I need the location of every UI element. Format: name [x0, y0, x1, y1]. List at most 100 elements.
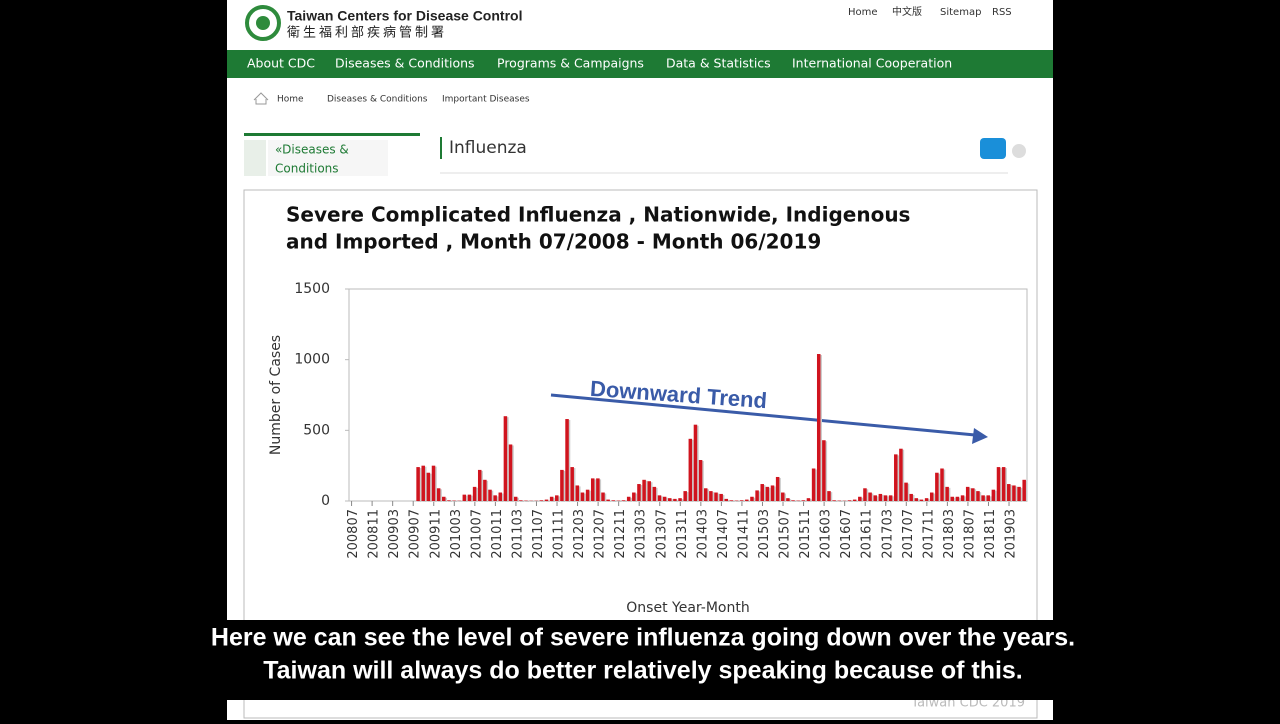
bar	[647, 481, 651, 501]
bar	[740, 500, 744, 501]
bar	[694, 425, 698, 501]
x-tick-label: 201903	[1004, 509, 1019, 559]
bar	[945, 487, 949, 501]
x-tick-label: 201007	[469, 509, 484, 559]
nav-item[interactable]: Data & Statistics	[666, 56, 771, 71]
y-tick-label: 500	[303, 422, 330, 438]
bar	[653, 487, 657, 501]
x-tick-label: 201603	[819, 509, 834, 559]
bar	[483, 480, 487, 501]
bar	[776, 477, 780, 501]
top-link[interactable]: RSS	[992, 7, 1012, 18]
bar	[858, 497, 862, 501]
x-tick-label: 200907	[408, 509, 423, 559]
bar	[781, 493, 785, 501]
bar	[889, 495, 893, 501]
bar	[827, 491, 831, 501]
x-tick-label: 201011	[490, 509, 505, 559]
bar	[673, 499, 677, 501]
x-tick-label: 201003	[449, 509, 464, 559]
nav-item[interactable]: Diseases & Conditions	[335, 56, 475, 71]
breadcrumb[interactable]: Diseases & Conditions	[327, 95, 428, 105]
bar-shadow	[792, 501, 796, 502]
bar	[802, 500, 806, 501]
bar	[986, 495, 990, 501]
bar	[807, 498, 811, 501]
y-tick-label: 1000	[294, 352, 330, 368]
chat-icon[interactable]	[980, 138, 1006, 159]
bar	[421, 466, 425, 501]
breadcrumb[interactable]: Important Diseases	[442, 95, 530, 105]
bar	[1022, 480, 1026, 501]
bar	[935, 473, 939, 501]
sidebar-title[interactable]: Conditions	[275, 162, 339, 176]
bar	[904, 483, 908, 501]
x-tick-label: 201307	[654, 509, 669, 559]
bar	[812, 468, 816, 501]
x-tick-label: 200903	[387, 509, 402, 559]
sidebar-toggle[interactable]	[244, 140, 266, 176]
bar	[591, 478, 595, 501]
bar	[678, 498, 682, 501]
bar	[468, 495, 472, 501]
back-icon[interactable]	[1012, 144, 1026, 158]
bar	[709, 491, 713, 501]
x-tick-label: 201811	[983, 509, 998, 559]
bar	[976, 491, 980, 501]
x-tick-label: 201403	[695, 509, 710, 559]
bar	[786, 498, 790, 501]
bar	[873, 495, 877, 501]
bar	[622, 500, 626, 501]
bar	[540, 500, 544, 501]
bar	[961, 495, 965, 501]
nav-item[interactable]: International Cooperation	[792, 56, 952, 71]
bar	[884, 495, 888, 501]
chart-title: and Imported , Month 07/2008 - Month 06/…	[286, 230, 821, 254]
top-link[interactable]: Sitemap	[940, 7, 981, 18]
logo-center	[256, 16, 270, 30]
bar	[832, 500, 836, 501]
bar	[817, 354, 821, 501]
bar	[637, 484, 641, 501]
bar	[719, 494, 723, 501]
bar	[601, 493, 605, 501]
bar	[545, 500, 549, 501]
bar	[966, 487, 970, 501]
bar-shadow	[520, 501, 524, 502]
x-tick-label: 201707	[901, 509, 916, 559]
y-axis-label: Number of Cases	[268, 335, 284, 455]
bar	[1017, 487, 1021, 501]
chart-title: Severe Complicated Influenza , Nationwid…	[286, 203, 910, 227]
x-tick-label: 201107	[531, 509, 546, 559]
bar	[725, 499, 729, 501]
nav-item[interactable]: About CDC	[247, 56, 315, 71]
sidebar-title[interactable]: «Diseases &	[275, 143, 349, 157]
bar	[642, 480, 646, 501]
bar	[704, 488, 708, 501]
bar	[1007, 484, 1011, 501]
x-tick-label: 201611	[860, 509, 875, 559]
bar	[951, 497, 955, 501]
top-link[interactable]: 中文版	[892, 5, 922, 18]
top-link[interactable]: Home	[848, 7, 878, 18]
breadcrumb[interactable]: Home	[277, 95, 304, 105]
bar	[509, 444, 512, 501]
bar	[586, 490, 590, 501]
bar	[1002, 467, 1006, 501]
bar	[416, 467, 420, 501]
x-tick-label: 201507	[778, 509, 793, 559]
nav-item[interactable]: Programs & Campaigns	[497, 56, 644, 71]
caption: Here we can see the level of severe infl…	[211, 624, 1075, 652]
bar	[997, 467, 1001, 501]
bar	[755, 490, 759, 501]
bar	[791, 500, 795, 501]
bar	[560, 470, 564, 501]
x-tick-label: 200807	[346, 509, 361, 559]
bar	[971, 488, 975, 501]
bar	[550, 497, 554, 501]
bar	[1012, 485, 1016, 501]
bar	[499, 493, 503, 501]
bar	[992, 490, 996, 501]
site-title[interactable]: Taiwan Centers for Disease Control	[287, 8, 522, 24]
bar-shadow	[741, 501, 745, 502]
